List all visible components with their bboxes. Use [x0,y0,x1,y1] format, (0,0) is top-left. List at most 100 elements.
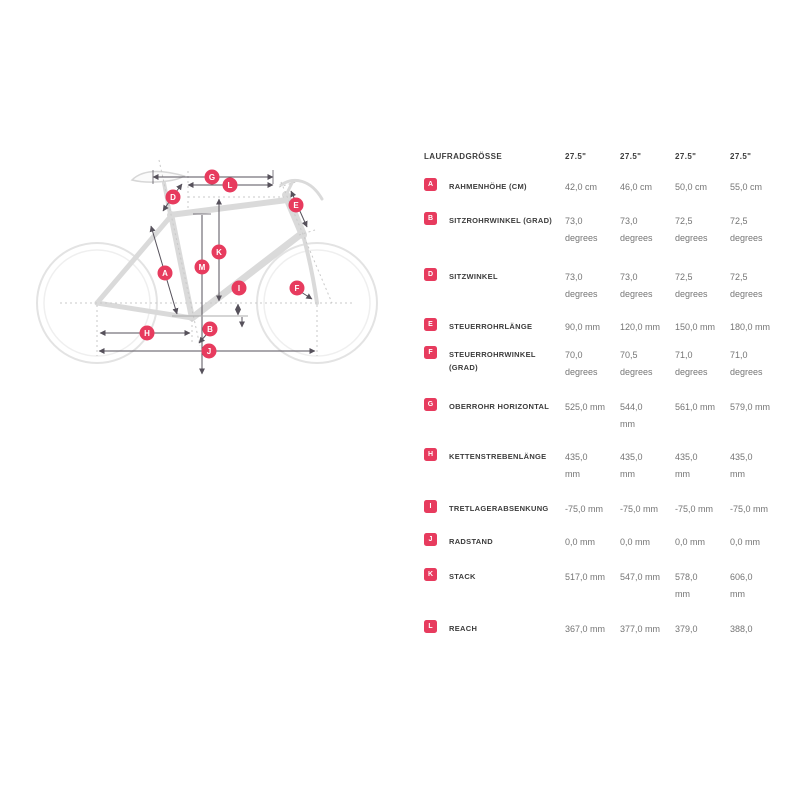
diagram-badge-j: J [201,343,217,359]
diagram-badge-a: A [157,265,173,281]
spec-value: 525,0 mm [565,402,606,412]
spec-value: 0,0 mm [730,537,761,547]
spec-value: 578,0 mm [675,572,698,599]
diagram-badges: G L D E K M A I F B H J [139,169,305,359]
spec-value: 71,0 degrees [675,350,708,377]
spec-value: 547,0 mm [620,572,661,582]
svg-text:E: E [293,201,299,210]
wheel-size-col-1: 27.5" [565,152,587,161]
row-badge-g: G [424,398,437,411]
spec-label: STEUERROHRWINKEL (GRAD) [449,350,536,372]
diagram-badge-g: G [204,169,220,185]
svg-text:I: I [238,284,240,293]
spec-label: SITZWINKEL [449,272,498,281]
spec-value: 70,5 degrees [620,350,653,377]
table-row: G OBERROHR HORIZONTAL 525,0 mm 544,0 mm 561,… [424,392,786,442]
spec-value: 0,0 mm [620,537,651,547]
spec-value: 367,0 mm [565,624,606,634]
spec-value: 90,0 mm [565,322,601,332]
spec-value: 561,0 mm [675,402,716,412]
spec-value: 435,0 mm [620,452,643,479]
svg-text:J: J [207,347,211,356]
spec-label: KETTENSTREBENLÄNGE [449,452,547,461]
bike-geometry-diagram: G L D E K M A I F B H J [20,150,390,390]
wheel-size-col-3: 27.5" [675,152,697,161]
row-badge-j: J [424,533,437,546]
table-row: E STEUERROHRLÄNGE 90,0 mm 120,0 mm 150,0 mm 1… [424,312,786,340]
diagram-badge-b: B [202,321,218,337]
svg-text:A: A [162,269,168,278]
diagram-badge-k: K [211,244,227,260]
row-badge-b: B [424,212,437,225]
spec-value: 435,0 mm [730,452,753,479]
spec-label: REACH [449,624,478,633]
row-badge-d: D [424,268,437,281]
spec-value: 377,0 mm [620,624,661,634]
spec-value: 435,0 mm [565,452,588,479]
bike-diagram-svg: G L D E K M A I F B H J [36,159,378,375]
spec-label: STEUERROHRLÄNGE [449,322,533,331]
row-badge-l: L [424,620,437,633]
spec-value: 55,0 cm [730,182,763,192]
diagram-badge-f: F [289,280,305,296]
svg-text:B: B [207,325,213,334]
spec-value: -75,0 mm [620,504,659,514]
table-row: A RAHMENHÖHE (CM) 42,0 cm 46,0 cm 50,0 cm 55,… [424,172,786,206]
spec-value: 50,0 cm [675,182,708,192]
table-row: H KETTENSTREBENLÄNGE 435,0 mm 435,0 mm 435,0… [424,442,786,494]
row-badge-a: A [424,178,437,191]
svg-text:L: L [228,181,233,190]
bike-frame [94,170,324,322]
svg-text:M: M [199,263,206,272]
spec-value: 0,0 mm [675,537,706,547]
stem [284,181,294,197]
spec-label: SITZROHRWINKEL (GRAD) [449,216,553,225]
table-row: L REACH 367,0 mm 377,0 mm 379,0 388,0 [424,614,786,654]
diagram-badge-d: D [165,189,181,205]
spec-value: 579,0 mm [730,402,771,412]
spec-value: -75,0 mm [730,504,769,514]
svg-text:G: G [209,173,215,182]
spec-value: 73,0 degrees [620,216,653,243]
spec-value: 71,0 degrees [730,350,763,377]
table-row: I TRETLAGERABSENKUNG -75,0 mm -75,0 mm -75,0… [424,494,786,527]
table-row: J RADSTAND 0,0 mm 0,0 mm 0,0 mm 0,0 mm [424,527,786,562]
spec-label: OBERROHR HORIZONTAL [449,402,550,411]
spec-value: 388,0 [730,624,753,634]
spec-value: 73,0 degrees [565,272,598,299]
diagram-badge-h: H [139,325,155,341]
spec-label: RAHMENHÖHE (CM) [449,182,527,191]
spec-value: 72,5 degrees [730,272,763,299]
spec-value: 73,0 degrees [620,272,653,299]
row-badge-e: E [424,318,437,331]
spec-value: 42,0 cm [565,182,598,192]
spec-value: 70,0 degrees [565,350,598,377]
table-header-row: LAUFRADGRÖSSE 27.5" 27.5" 27.5" 27.5" [424,148,786,172]
spec-value: 72,5 degrees [730,216,763,243]
spec-value: 150,0 mm [675,322,716,332]
spec-value: 72,5 degrees [675,216,708,243]
svg-text:D: D [170,193,176,202]
spec-value: 606,0 mm [730,572,753,599]
table-row: B SITZROHRWINKEL (GRAD) 73,0 degrees 73,0 d… [424,206,786,262]
wheel-size-header-label: LAUFRADGRÖSSE [424,152,503,161]
handlebar [279,178,324,201]
spec-label: TRETLAGERABSENKUNG [449,504,549,513]
spec-value: 180,0 mm [730,322,771,332]
svg-text:H: H [144,329,150,338]
spec-value: 435,0 mm [675,452,698,479]
spec-value: 72,5 degrees [675,272,708,299]
wheel-size-col-4: 27.5" [730,152,752,161]
diagram-badge-i: I [231,280,247,296]
row-badge-k: K [424,568,437,581]
svg-text:K: K [216,248,222,257]
diagram-badge-m: M [194,259,210,275]
spec-value: 46,0 cm [620,182,653,192]
diagram-badge-e: E [288,197,304,213]
row-badge-h: H [424,448,437,461]
spec-value: 0,0 mm [565,537,596,547]
table-row: K STACK 517,0 mm 547,0 mm 578,0 mm 606,0 mm [424,562,786,614]
spec-value: -75,0 mm [565,504,604,514]
spec-label: RADSTAND [449,537,493,546]
